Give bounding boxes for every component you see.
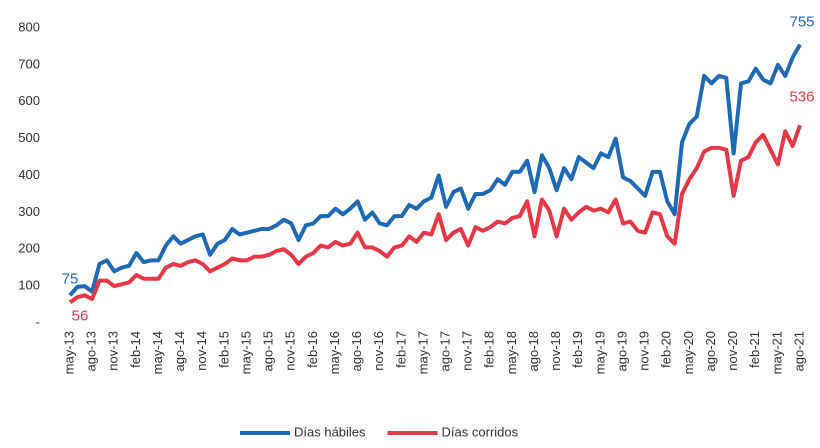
x-tick-label: ago-14 [172, 331, 187, 371]
x-tick-label: nov-18 [548, 331, 563, 371]
y-tick-label: 700 [18, 56, 40, 71]
x-tick-label: may-15 [238, 331, 253, 374]
x-tick-label: feb-15 [216, 331, 231, 368]
y-tick-label: 400 [18, 167, 40, 182]
series-line [68, 124, 802, 304]
data-label: 75 [62, 270, 79, 287]
y-tick-label: 800 [18, 19, 40, 34]
data-label: 536 [789, 88, 814, 105]
x-tick-label: may-18 [504, 331, 519, 374]
x-tick-label: ago-15 [261, 331, 276, 371]
x-tick-label: nov-20 [725, 331, 740, 371]
x-tick-label: feb-20 [659, 331, 674, 368]
x-tick-label: ago-13 [84, 331, 99, 371]
x-tick-label: ago-21 [791, 331, 806, 371]
y-tick-label: 600 [18, 93, 40, 108]
data-label: 755 [789, 14, 814, 31]
x-tick-label: may-14 [150, 331, 165, 374]
x-tick-label: may-20 [681, 331, 696, 374]
x-tick-label: nov-16 [371, 331, 386, 371]
x-tick-label: ago-19 [614, 331, 629, 371]
x-tick-label: may-13 [61, 331, 76, 374]
data-label: 56 [72, 307, 89, 324]
y-tick-label: 500 [18, 130, 40, 145]
x-tick-label: ago-20 [703, 331, 718, 371]
x-tick-label: may-16 [327, 331, 342, 374]
x-tick-label: may-21 [769, 331, 784, 374]
x-tick-label: may-17 [415, 331, 430, 374]
x-tick-label: feb-21 [747, 331, 762, 368]
y-tick-label: 100 [18, 278, 40, 293]
x-tick-label: feb-18 [482, 331, 497, 368]
x-tick-label: may-19 [592, 331, 607, 374]
x-tick-label: ago-17 [437, 331, 452, 371]
x-tick-label: nov-14 [194, 331, 209, 371]
x-tick-label: feb-16 [305, 331, 320, 368]
y-tick-label: - [36, 314, 40, 329]
series-line [68, 43, 802, 297]
x-tick-label: ago-16 [349, 331, 364, 371]
legend-label: Días corridos [442, 424, 519, 439]
x-tick-label: feb-19 [570, 331, 585, 368]
legend-label: Días hábiles [294, 424, 366, 439]
x-tick-label: ago-18 [526, 331, 541, 371]
x-tick-label: nov-15 [283, 331, 298, 371]
x-tick-label: feb-14 [128, 331, 143, 368]
x-tick-label: nov-17 [460, 331, 475, 371]
x-tick-label: nov-13 [106, 331, 121, 371]
x-tick-label: feb-17 [393, 331, 408, 368]
y-tick-label: 300 [18, 204, 40, 219]
x-tick-label: nov-19 [637, 331, 652, 371]
y-tick-label: 200 [18, 241, 40, 256]
